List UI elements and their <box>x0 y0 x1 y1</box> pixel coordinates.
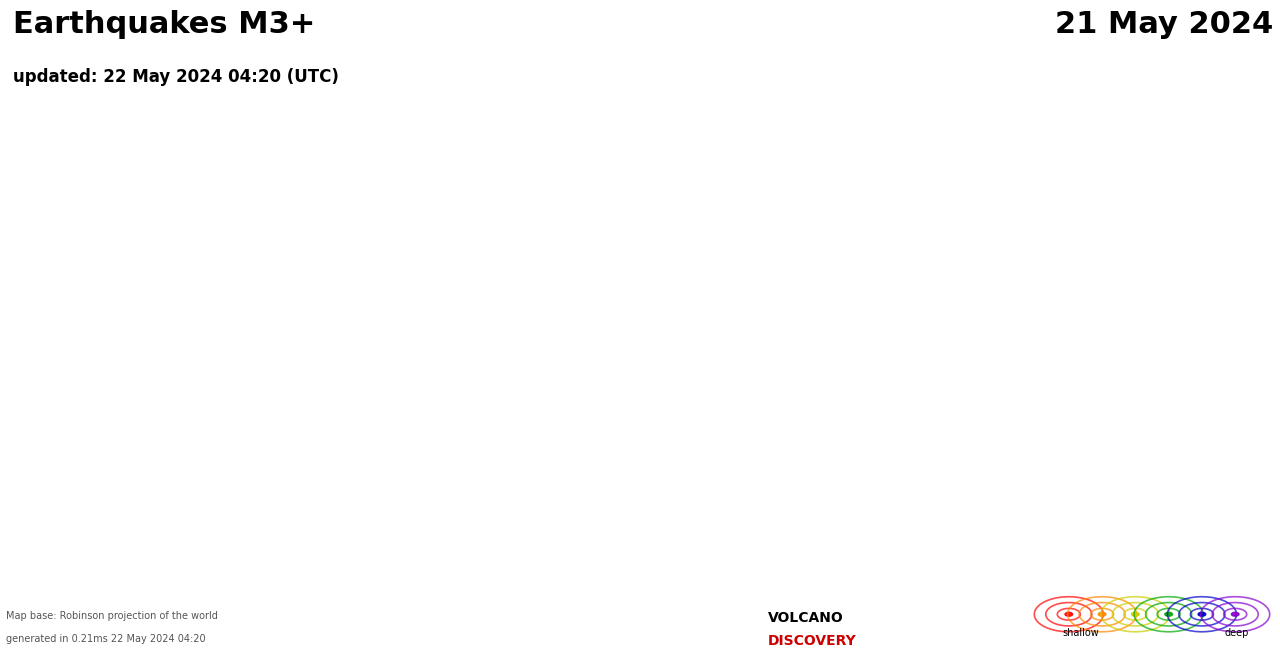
Text: 21 May 2024: 21 May 2024 <box>1055 10 1274 39</box>
Text: Earthquakes M3+: Earthquakes M3+ <box>13 10 315 39</box>
Text: Map base: Robinson projection of the world: Map base: Robinson projection of the wor… <box>6 611 219 621</box>
Text: VOLCANO: VOLCANO <box>768 611 844 625</box>
Text: deep: deep <box>1225 628 1249 638</box>
Text: generated in 0.21ms 22 May 2024 04:20: generated in 0.21ms 22 May 2024 04:20 <box>6 634 206 644</box>
Text: DISCOVERY: DISCOVERY <box>768 634 856 648</box>
Text: shallow: shallow <box>1062 628 1100 638</box>
Text: updated: 22 May 2024 04:20 (UTC): updated: 22 May 2024 04:20 (UTC) <box>13 68 339 86</box>
